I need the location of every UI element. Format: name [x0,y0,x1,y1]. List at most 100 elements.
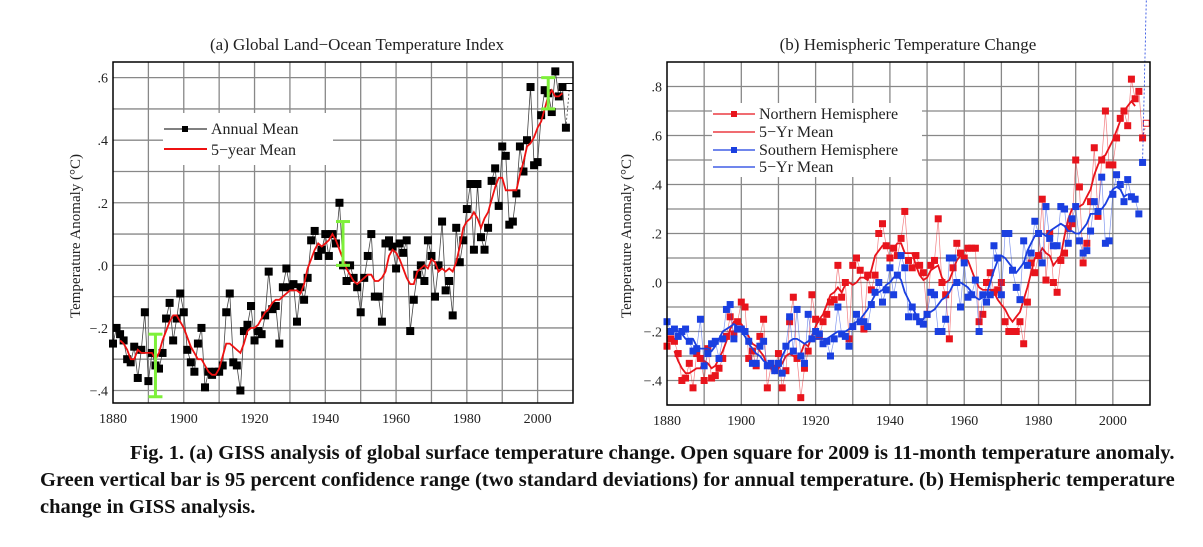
northern-point [834,261,842,269]
annual-point-open-2009 [565,83,574,92]
southern-point [949,254,957,262]
southern-point [927,288,935,296]
annual-point [342,276,351,285]
southern-point [919,320,927,328]
northern-point [1068,220,1076,228]
northern-point [726,313,734,321]
annual-point [434,261,443,270]
northern-point [1064,225,1072,233]
annual-point [137,345,146,354]
southern-point [737,325,745,333]
northern-point [748,347,756,355]
southern-point [838,330,846,338]
annual-point [201,383,209,392]
northern-point [908,264,916,272]
annual-point [282,264,291,273]
northern-point [1049,279,1057,286]
annual-point [349,273,358,282]
northern-point [856,266,864,274]
northern-point [931,256,939,264]
annual-point [314,251,323,260]
southern-point [979,291,987,299]
southern-point [819,340,827,348]
x-tick-label: 1940 [876,414,904,429]
southern-point [1057,203,1065,211]
northern-point [1046,230,1054,237]
annual-point [331,239,340,248]
northern-point [1016,318,1024,326]
x-tick-label: 1960 [950,414,978,429]
northern-point [968,244,976,252]
northern-point [1124,122,1132,130]
southern-point [823,337,831,345]
y-tick-label: .6 [98,72,109,87]
northern-point [745,354,753,362]
y-tick-label: −.2 [644,326,662,341]
southern-point [878,298,886,306]
legend-label-sh: Southern Hemisphere [759,142,898,159]
southern-point [942,315,950,323]
southern-point [860,318,868,326]
northern-point [797,394,805,402]
x-ticks-a: 1880 1900 1920 1940 1960 1980 2000 [99,412,552,427]
northern-point [808,291,816,299]
northern-point [1094,212,1102,220]
southern-point [808,335,816,343]
southern-point [778,369,786,377]
northern-point [1135,87,1143,95]
x-tick-label: 1940 [311,412,339,427]
plot-frame-b [666,61,1151,406]
northern-point [1131,95,1139,103]
northern-point [838,293,846,301]
southern-point [1005,230,1013,237]
southern-point [886,264,894,272]
legend-a: Annual Mean 5−year Mean [163,113,333,165]
annual-point [512,189,521,198]
annual-point [363,251,372,260]
annual-point [324,251,333,260]
southern-point [719,335,727,343]
annual-point [158,348,167,357]
southern-point [734,325,742,333]
northern-point [949,264,957,272]
northern-point [986,269,994,277]
northern-point [875,230,883,237]
annual-point [523,136,531,145]
northern-point [670,337,678,345]
southern-point [1131,195,1139,203]
annual-point [271,302,280,311]
northern-point [1090,144,1098,152]
southern-point [1083,247,1091,255]
annual-point [243,320,252,329]
northern-point [1031,269,1039,277]
southern-point [1027,249,1035,257]
southern-point [849,323,857,331]
northern-point [927,261,935,269]
southern-point [1035,230,1043,237]
southern-point [953,279,961,286]
annual-point [385,236,393,245]
annual-point [317,245,326,254]
southern-point [763,362,771,370]
annual-point [484,223,493,232]
northern-point [737,298,745,306]
southern-point [1098,173,1106,181]
y-axis-label-a: Temperature Anomaly (°C) [68,154,84,318]
northern-point [693,350,701,358]
y-tick-label: −.4 [90,384,108,399]
southern-point [1105,237,1113,245]
southern-point [1023,261,1031,269]
northern-point [789,293,797,301]
northern-point [696,354,704,362]
annual-point [225,289,234,298]
annual-point [402,236,411,245]
southern-point [867,301,875,309]
annual-point [335,198,344,207]
x-tick-label: 1960 [382,412,410,427]
northern-point [1012,328,1020,335]
southern-point [1020,237,1028,245]
annual-point [445,276,454,285]
northern-point [860,325,868,333]
x-ticks-b: 1880 1900 1920 1940 1960 1980 2000 [653,414,1127,429]
southern-point [964,293,972,301]
